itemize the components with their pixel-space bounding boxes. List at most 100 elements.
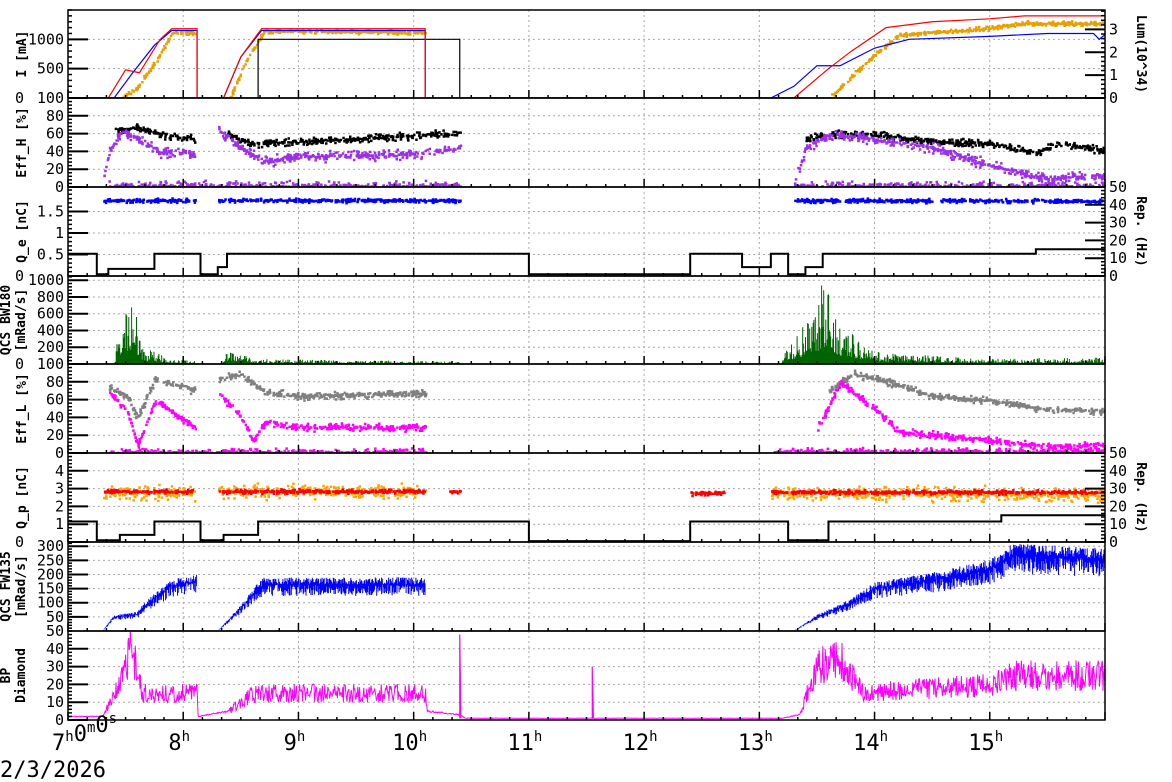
y-tick-label: 1.5 bbox=[37, 203, 64, 221]
y-tick-label: 200 bbox=[37, 338, 64, 356]
x-tick-label: 13h bbox=[738, 729, 773, 756]
x-label-unit: m bbox=[87, 720, 95, 736]
y-tick-label: 100 bbox=[37, 89, 64, 107]
y-axis-label: I [mA] bbox=[15, 31, 30, 78]
x-label-hour: 8 bbox=[168, 731, 181, 756]
y-tick-label: 0 bbox=[15, 533, 24, 551]
y-axis-label: Q_e [nC] bbox=[15, 200, 30, 263]
right-tick-label: 50 bbox=[1109, 178, 1127, 196]
right-tick-label: 0 bbox=[1109, 533, 1118, 551]
right-axis-label: Rep. (Hz) bbox=[1133, 196, 1148, 266]
y-tick-label: 20 bbox=[46, 426, 64, 444]
x-label-unit: h bbox=[419, 729, 427, 745]
y-axis-label: Diamond bbox=[14, 648, 29, 703]
series-group bbox=[68, 15, 1105, 98]
y-tick-label: 0 bbox=[55, 711, 64, 729]
x-label-hour: 14 bbox=[853, 731, 880, 756]
series-bp-spikes bbox=[459, 634, 462, 719]
x-label-hour: 12 bbox=[623, 731, 650, 756]
y-tick-label: 20 bbox=[46, 675, 64, 693]
series-group bbox=[108, 369, 1105, 453]
series-qcs-bw180 bbox=[114, 307, 196, 364]
y-tick-label: 3 bbox=[55, 480, 64, 498]
series-effl-magenta-points bbox=[817, 379, 1105, 452]
series-effl-magenta-points bbox=[109, 391, 197, 449]
y-tick-label: 600 bbox=[37, 305, 64, 323]
y-tick-label: 40 bbox=[46, 142, 64, 160]
series-group bbox=[103, 123, 1105, 187]
series-group bbox=[102, 544, 1105, 631]
y-tick-label: 150 bbox=[37, 580, 64, 598]
series-group bbox=[68, 631, 1105, 719]
panel-frame bbox=[67, 452, 1106, 543]
y-tick-label: 30 bbox=[46, 658, 64, 676]
x-label-unit: h bbox=[182, 729, 190, 745]
y-tick-label: 0 bbox=[55, 444, 64, 462]
y-tick-label: 80 bbox=[46, 373, 64, 391]
right-tick-label: 0 bbox=[1109, 267, 1118, 285]
y-axis-label: Eff_L [%] bbox=[15, 373, 30, 443]
series-group bbox=[68, 482, 1105, 542]
y-tick-label: 300 bbox=[37, 537, 64, 555]
right-tick-label: 10 bbox=[1109, 249, 1127, 267]
series-bp-spikes bbox=[591, 666, 595, 719]
series-ler-current bbox=[68, 15, 1105, 98]
series-effh-purple-points bbox=[793, 129, 1105, 187]
series-qp-red-points bbox=[449, 489, 462, 495]
y-tick-label: 60 bbox=[46, 125, 64, 143]
y-tick-label: 0 bbox=[55, 178, 64, 196]
x-tick-label: 12h bbox=[623, 729, 658, 756]
series-luminosity-points bbox=[229, 28, 427, 98]
y-tick-label: 1 bbox=[55, 224, 64, 242]
y-tick-label: 40 bbox=[46, 640, 64, 658]
series-luminosity-points bbox=[119, 29, 197, 98]
x-label-unit: h bbox=[880, 729, 888, 745]
x-tick-label: 10h bbox=[392, 729, 427, 756]
x-label-unit: h bbox=[534, 729, 542, 745]
x-label-hour: 15 bbox=[968, 731, 995, 756]
series-reference bbox=[68, 38, 1105, 98]
y-tick-label: 10 bbox=[46, 693, 64, 711]
x-label-part: 0 bbox=[95, 713, 108, 738]
y-tick-label: 2 bbox=[55, 497, 64, 515]
x-tick-label: 9h bbox=[284, 729, 306, 756]
x-tick-label: 7h0m0s bbox=[52, 711, 117, 756]
series-luminosity-points bbox=[828, 20, 1105, 98]
y-tick-label: 500 bbox=[37, 60, 64, 78]
series-effh-black-points bbox=[114, 123, 197, 144]
series-effl-magenta-points bbox=[108, 447, 428, 453]
series-effl-gray-points bbox=[218, 370, 428, 402]
x-label-unit: s bbox=[109, 711, 117, 727]
right-axis-label: Rep. (Hz) bbox=[1133, 462, 1148, 532]
x-label-hour: 11 bbox=[507, 731, 534, 756]
x-label-unit: h bbox=[995, 729, 1003, 745]
y-tick-label: 0 bbox=[15, 267, 24, 285]
right-tick-label: 50 bbox=[1109, 444, 1127, 462]
right-tick-label: 10 bbox=[1109, 515, 1127, 533]
y-tick-label: 4 bbox=[55, 462, 64, 480]
x-label-part: 0 bbox=[74, 722, 87, 747]
series-qp-red-points bbox=[771, 488, 1105, 497]
series-effh-black-points bbox=[223, 129, 462, 149]
series-effl-gray-points bbox=[828, 369, 1105, 416]
x-tick-label: 11h bbox=[507, 729, 542, 756]
series-qp-red-points bbox=[218, 488, 427, 496]
y-axis-label: QCS BW180 bbox=[0, 285, 14, 356]
series-group bbox=[68, 197, 1105, 276]
y-axis-label: Eff_H [%] bbox=[15, 107, 30, 177]
series-effh-purple-points bbox=[794, 180, 1105, 187]
x-label-unit: h bbox=[297, 729, 305, 745]
series-qe-points bbox=[218, 197, 462, 205]
y-tick-label: 20 bbox=[46, 160, 64, 178]
y-axis-label: Q_p [nC] bbox=[15, 466, 30, 529]
x-label-hour: 9 bbox=[284, 731, 297, 756]
